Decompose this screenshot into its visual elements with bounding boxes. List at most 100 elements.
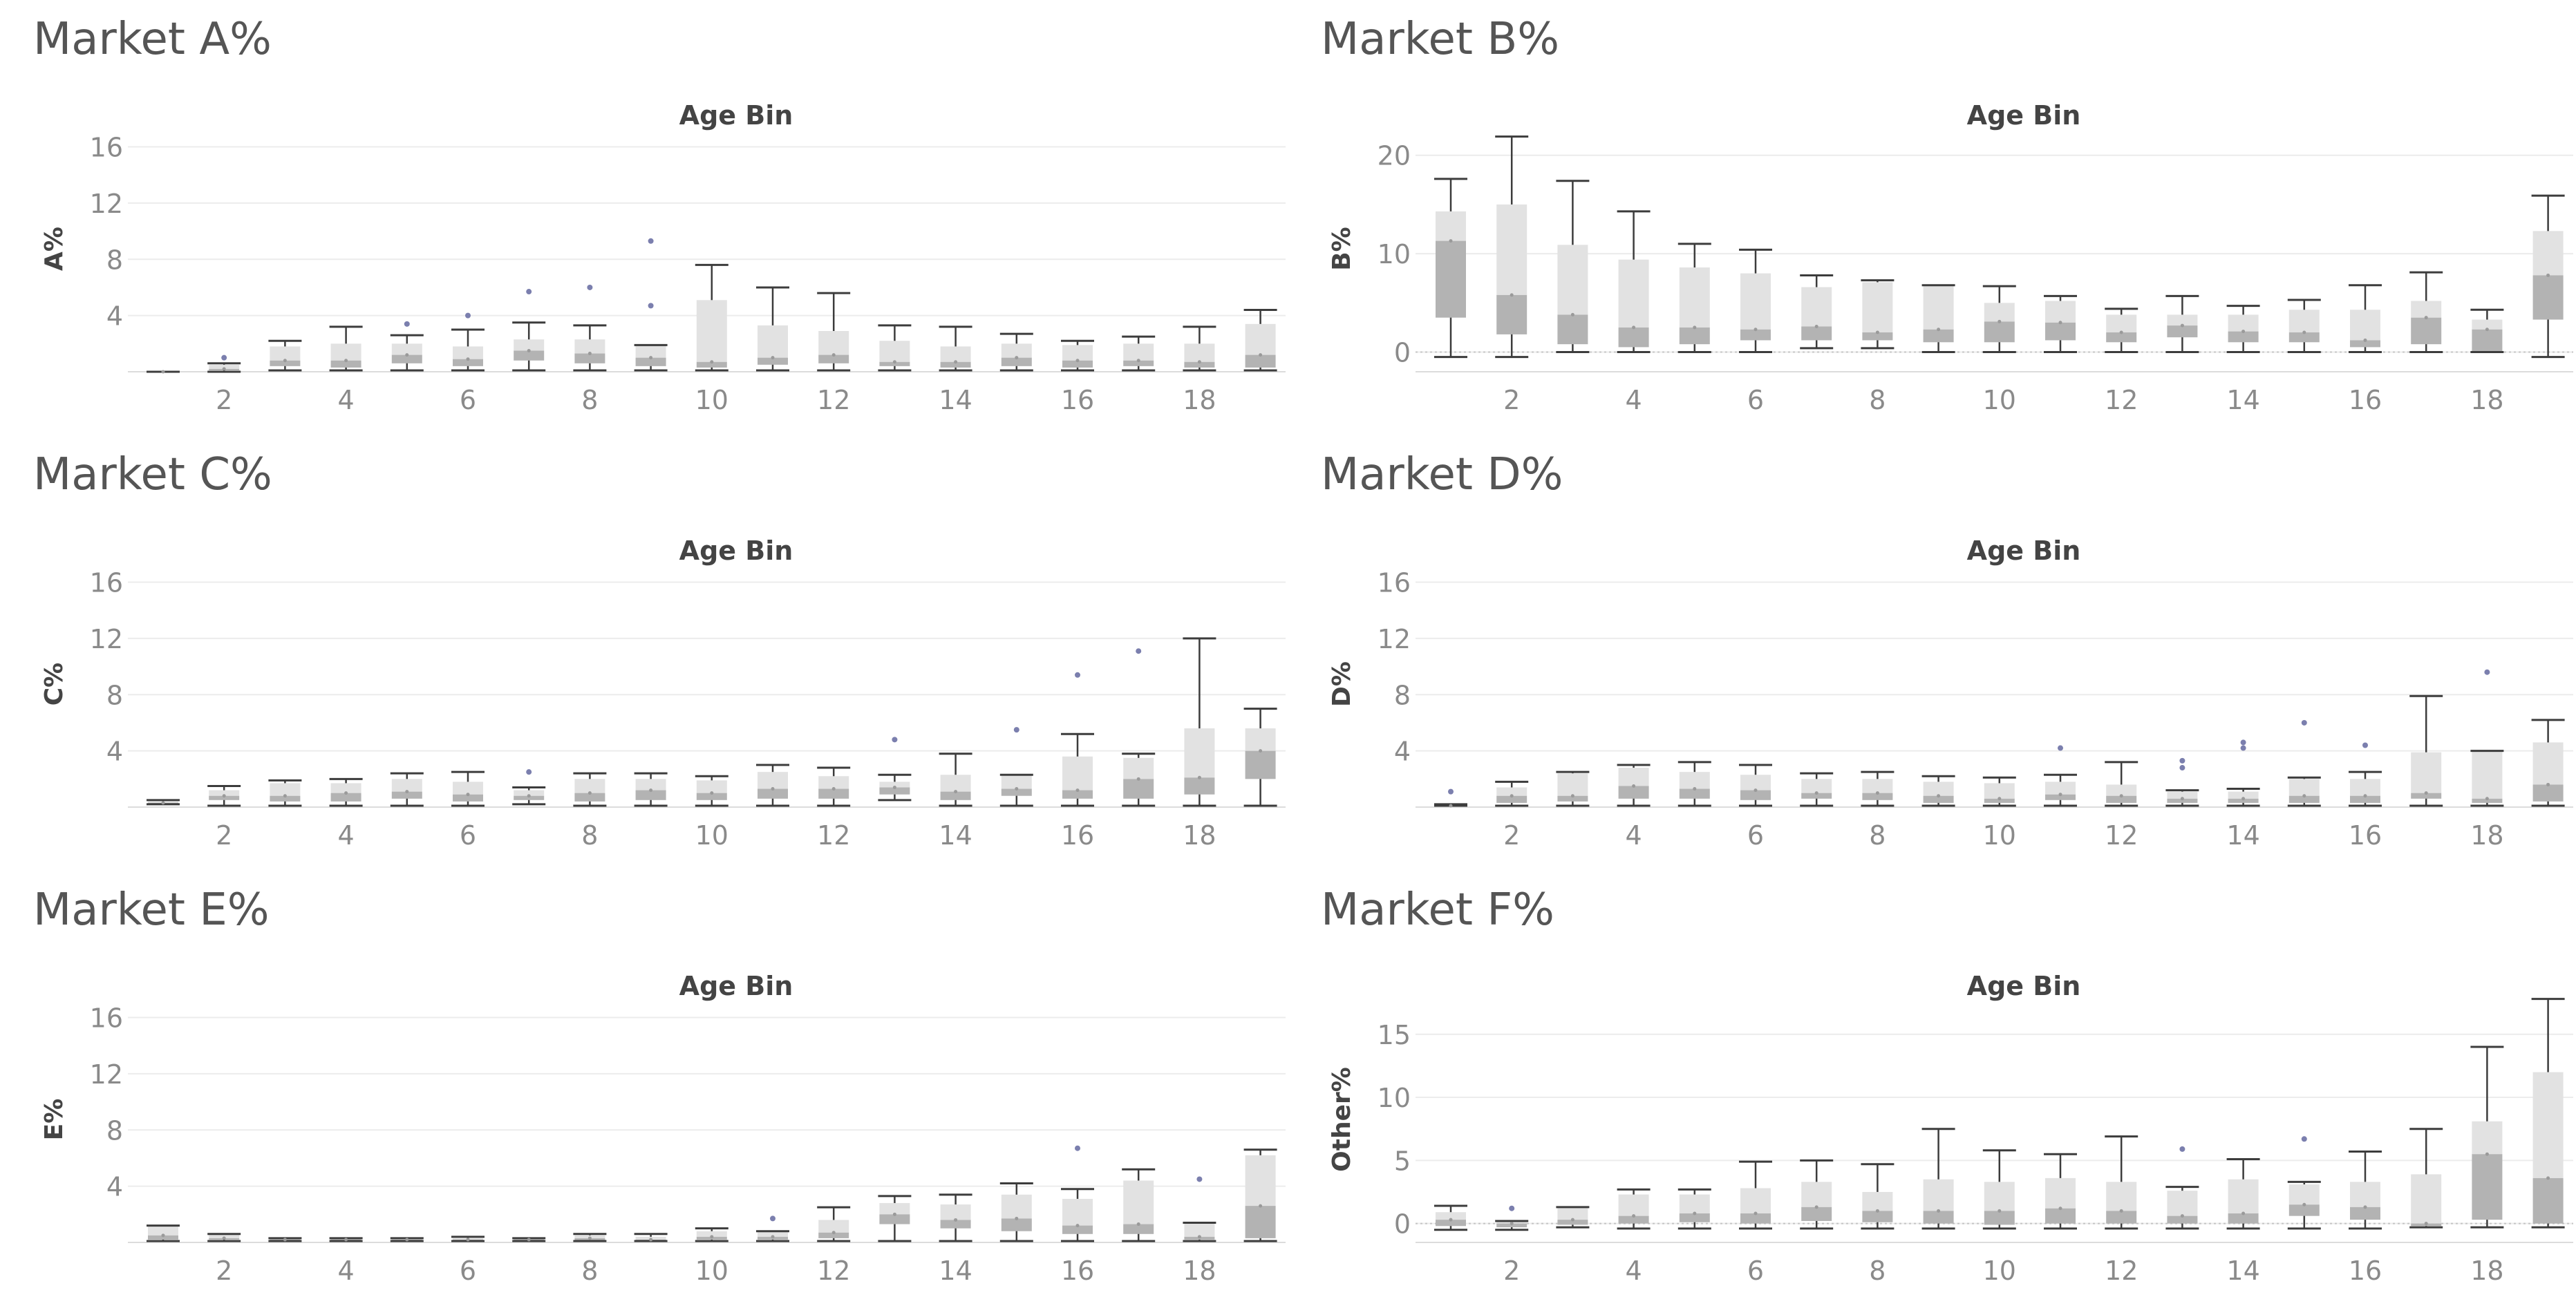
- box-lower: [2106, 795, 2137, 803]
- box-bin-4: [1617, 210, 1651, 354]
- box-bin-11: [756, 1230, 789, 1242]
- outlier-point: [1448, 788, 1454, 795]
- box-bin-18: [1183, 325, 1216, 372]
- market-d-boxplot: 4 8 12 16 2 4 6 8 10 12 14 16 18 Age Bin D%: [1328, 536, 2573, 851]
- x-tick-label: 16: [2349, 1256, 2382, 1286]
- box-upper: [1679, 772, 1710, 789]
- x-tick-label: 2: [1503, 820, 1520, 851]
- median-point: [527, 794, 531, 798]
- box-upper: [2106, 1182, 2137, 1211]
- x-tick-label: 14: [2226, 385, 2259, 415]
- box-upper: [1740, 273, 1771, 330]
- median-point: [2058, 793, 2062, 797]
- box-upper: [2472, 319, 2503, 330]
- x-tick-label: 8: [581, 820, 598, 851]
- box-lower: [696, 793, 727, 800]
- median-point: [1875, 330, 1879, 334]
- box-bin-3: [1556, 180, 1590, 354]
- box-upper: [1184, 728, 1215, 778]
- box-bin-1: [1434, 1204, 1467, 1231]
- box-bin-2: [1495, 1220, 1529, 1231]
- box-upper: [574, 779, 605, 793]
- outlier-point: [2484, 669, 2490, 675]
- box-lower: [2045, 1208, 2076, 1224]
- box-upper: [2411, 1174, 2442, 1224]
- median-point: [587, 791, 592, 795]
- x-tick-label: 8: [1869, 820, 1886, 851]
- x-tick-label: 4: [338, 820, 355, 851]
- median-point: [2485, 328, 2489, 332]
- y-tick-label: 5: [1394, 1146, 1411, 1176]
- box-bin-19: [2531, 998, 2565, 1229]
- box-upper: [453, 782, 483, 795]
- box-upper: [2288, 779, 2320, 796]
- median-point: [1754, 328, 1758, 332]
- outlier-point: [2179, 1146, 2185, 1152]
- y-axis-title: B%: [1328, 227, 1356, 271]
- box-bin-12: [2105, 761, 2138, 807]
- box-bin-5: [390, 1237, 424, 1242]
- box-lower: [1557, 795, 1588, 802]
- box-bin-15: [2287, 1180, 2321, 1230]
- box-bin-16: [1061, 732, 1094, 807]
- x-tick-label: 14: [2226, 820, 2259, 851]
- box-bin-14: [939, 1193, 972, 1242]
- box-bin-3: [268, 779, 302, 807]
- box-lower: [2288, 332, 2320, 343]
- median-point: [1075, 1224, 1080, 1228]
- box-upper: [1436, 211, 1466, 241]
- box-upper: [2045, 782, 2076, 795]
- box-bin-1: [1434, 803, 1467, 808]
- box-bin-14: [2226, 305, 2260, 354]
- box-upper: [2045, 301, 2076, 323]
- box-lower: [1062, 790, 1093, 799]
- box-bin-13: [2165, 1186, 2199, 1230]
- box-bin-8: [1861, 1163, 1895, 1230]
- median-point: [1259, 749, 1263, 753]
- box-lower: [1984, 321, 2015, 343]
- box-bin-6: [1739, 248, 1772, 354]
- box-lower: [1618, 786, 1649, 799]
- box-upper: [1862, 282, 1893, 333]
- box-bin-17: [1122, 1168, 1156, 1242]
- box-upper: [696, 780, 727, 793]
- x-tick-label: 6: [460, 820, 476, 851]
- box-lower: [330, 360, 361, 368]
- box-bin-4: [1617, 1188, 1651, 1230]
- box-lower: [879, 787, 910, 795]
- box-lower: [1862, 793, 1893, 800]
- median-point: [1197, 360, 1201, 364]
- median-point: [283, 794, 287, 798]
- box-lower: [2472, 798, 2503, 803]
- box-bin-9: [1921, 1128, 1955, 1230]
- y-tick-label: 15: [1378, 1020, 1411, 1050]
- x-tick-label: 14: [939, 1256, 972, 1286]
- median-point: [405, 353, 409, 357]
- y-tick-label: 0: [1394, 1209, 1411, 1240]
- box-lower: [1245, 750, 1276, 779]
- x-tick-label: 8: [581, 385, 598, 415]
- box-bin-14: [939, 325, 972, 372]
- median-point: [2424, 1222, 2428, 1226]
- box-lower: [1618, 327, 1649, 348]
- box-lower: [2532, 1177, 2564, 1224]
- outlier-point: [526, 289, 532, 295]
- x-axis-title: Age Bin: [1967, 100, 2081, 131]
- box-bin-18: [1183, 637, 1216, 807]
- y-axis-title: Other%: [1328, 1067, 1356, 1172]
- box-lower: [818, 1232, 849, 1238]
- outlier-point: [1509, 1205, 1515, 1211]
- median-point: [771, 356, 775, 360]
- y-tick-label: 4: [1394, 737, 1411, 767]
- box-bin-8: [1861, 770, 1895, 807]
- box-bin-15: [999, 332, 1033, 372]
- x-tick-label: 2: [1503, 1256, 1520, 1286]
- median-point: [1510, 1222, 1514, 1226]
- box-upper: [2350, 779, 2380, 796]
- box-bin-8: [573, 324, 607, 372]
- box-bin-5: [390, 334, 424, 372]
- panel-title: Market E%: [33, 884, 270, 936]
- median-point: [344, 359, 348, 363]
- box-bin-9: [634, 343, 668, 372]
- box-lower: [940, 1220, 971, 1229]
